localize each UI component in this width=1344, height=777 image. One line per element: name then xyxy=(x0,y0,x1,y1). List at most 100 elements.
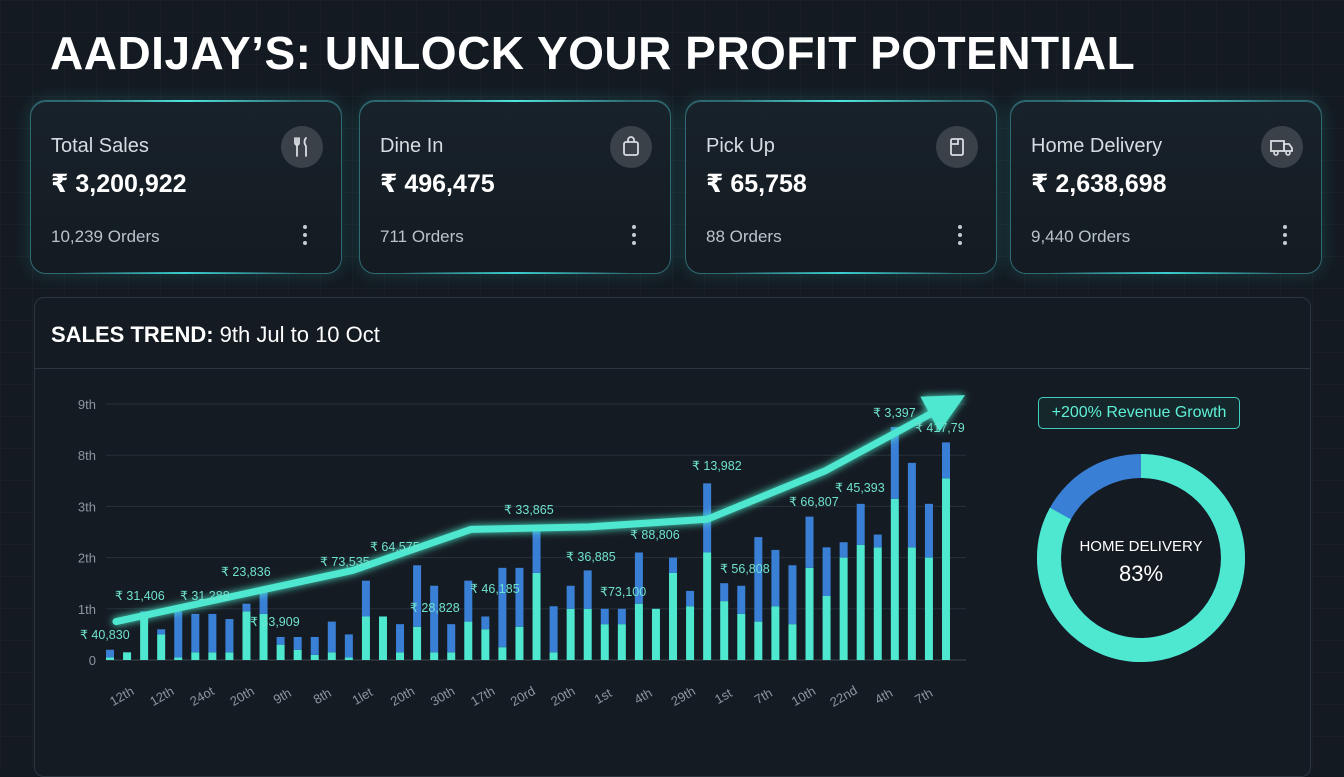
x-tick-label: 7th xyxy=(752,685,775,707)
sales-trend-title: SALES TREND: 9th Jul to 10 Oct xyxy=(51,322,380,348)
y-tick-label: 0 xyxy=(89,653,96,668)
bar-segment-primary xyxy=(549,652,558,660)
bar-segment-secondary xyxy=(720,583,729,602)
x-tick-label: 20th xyxy=(227,683,256,709)
bar-segment-primary xyxy=(788,624,797,660)
bar-segment-secondary xyxy=(890,427,899,499)
bar-segment-secondary xyxy=(839,542,848,558)
bar-segment-secondary xyxy=(413,565,422,627)
bar-segment-secondary xyxy=(532,526,541,573)
data-label: ₹ 66,807 xyxy=(789,495,839,509)
bar-segment-secondary xyxy=(873,534,882,548)
bar-segment-primary xyxy=(327,652,336,660)
bar-segment-primary xyxy=(123,652,132,660)
shopping-bag-icon xyxy=(610,126,652,168)
bar-segment-primary xyxy=(361,616,370,660)
bar-segment-secondary xyxy=(464,580,473,622)
bar-segment-secondary xyxy=(822,547,831,596)
donut-center-label: HOME DELIVERY xyxy=(1079,538,1203,555)
bar-segment-primary xyxy=(839,557,848,660)
y-tick-label: 9th xyxy=(78,397,96,412)
bar-segment-secondary xyxy=(686,590,695,607)
pick-up-card[interactable]: Pick Up ₹ 65,758 88 Orders xyxy=(685,100,997,274)
bar-segment-secondary xyxy=(396,624,405,653)
more-options-button[interactable] xyxy=(958,225,962,245)
page-title: AADIJAY’S: UNLOCK YOUR PROFIT POTENTIAL xyxy=(50,27,1136,79)
data-label: ₹73,100 xyxy=(600,585,646,599)
dine-in-card[interactable]: Dine In ₹ 496,475 711 Orders xyxy=(359,100,671,274)
bar-segment-primary xyxy=(259,613,268,660)
bar-segment-secondary xyxy=(225,619,234,653)
bar-segment-primary xyxy=(651,608,660,660)
card-value: ₹ 496,475 xyxy=(380,170,495,198)
bar-segment-secondary xyxy=(634,552,643,604)
bar-segment-secondary xyxy=(805,516,814,568)
card-label: Dine In xyxy=(380,135,444,157)
bar-segment-primary xyxy=(498,647,507,660)
bar-segment-primary xyxy=(583,608,592,660)
bar-segment-secondary xyxy=(907,462,916,548)
bar-segment-secondary xyxy=(157,629,166,635)
bar-segment-primary xyxy=(805,567,814,660)
bar-segment-secondary xyxy=(737,585,746,614)
bar-segment-primary xyxy=(208,652,217,660)
card-label: Home Delivery xyxy=(1031,135,1163,157)
bar-segment-primary xyxy=(924,557,933,660)
x-tick-label: 20rd xyxy=(508,683,538,709)
total-sales-card[interactable]: Total Sales ₹ 3,200,922 10,239 Orders xyxy=(30,100,342,274)
data-label: ₹ 56,808 xyxy=(720,562,770,576)
more-options-button[interactable] xyxy=(632,225,636,245)
bar-segment-primary xyxy=(737,613,746,660)
bar-segment-primary xyxy=(720,601,729,660)
bar-segment-primary xyxy=(703,552,712,660)
data-label: ₹ 46,185 xyxy=(470,582,520,596)
bar-segment-primary xyxy=(600,624,609,660)
bar-segment-secondary xyxy=(942,442,950,479)
bar-segment-primary xyxy=(873,547,882,660)
card-value: ₹ 3,200,922 xyxy=(51,170,187,198)
card-orders: 10,239 Orders xyxy=(51,227,160,246)
data-label: ₹ 33,909 xyxy=(250,615,300,629)
x-tick-label: 7th xyxy=(912,685,935,707)
bar-segment-secondary xyxy=(259,588,268,614)
bar-segment-secondary xyxy=(447,624,456,653)
home-delivery-card[interactable]: Home Delivery ₹ 2,638,698 9,440 Orders xyxy=(1010,100,1322,274)
card-label: Total Sales xyxy=(51,135,149,157)
bar-segment-primary xyxy=(293,649,302,660)
bar-segment-primary xyxy=(430,652,439,660)
card-orders: 9,440 Orders xyxy=(1031,227,1131,246)
bar-segment-primary xyxy=(276,644,285,660)
bar-segment-secondary xyxy=(242,603,251,612)
bar-segment-secondary xyxy=(344,634,353,658)
data-label: ₹ 88,806 xyxy=(630,528,680,542)
more-options-button[interactable] xyxy=(303,225,307,245)
bar-segment-primary xyxy=(532,572,541,660)
bar-segment-secondary xyxy=(566,585,575,609)
trend-title-range: 9th Jul to 10 Oct xyxy=(213,322,380,347)
panel-header: SALES TREND: 9th Jul to 10 Oct xyxy=(35,298,1310,369)
bar-segment-primary xyxy=(515,626,524,660)
bar-segment-primary xyxy=(413,626,422,660)
x-tick-label: 17th xyxy=(468,683,497,709)
bar-segment-secondary xyxy=(924,503,933,558)
bar-segment-secondary xyxy=(276,636,285,645)
x-tick-label: 12th xyxy=(107,683,136,709)
cutlery-icon xyxy=(281,126,323,168)
card-orders: 88 Orders xyxy=(706,227,782,246)
data-label: ₹ 23,836 xyxy=(221,565,271,579)
bar-segment-secondary xyxy=(515,567,524,627)
y-tick-label: 8th xyxy=(78,448,96,463)
bar-segment-secondary xyxy=(754,537,763,622)
card-orders: 711 Orders xyxy=(380,227,464,246)
more-options-button[interactable] xyxy=(1283,225,1287,245)
data-label: ₹ 28,828 xyxy=(410,601,460,615)
y-tick-label: 3th xyxy=(78,499,96,514)
data-label: ₹ 64,575 xyxy=(370,540,420,554)
x-tick-label: 24ot xyxy=(187,683,217,709)
bar-segment-secondary xyxy=(174,611,183,658)
bar-segment-secondary xyxy=(583,570,592,609)
x-tick-label: 4th xyxy=(631,685,654,707)
x-tick-label: 8th xyxy=(311,685,334,707)
data-label: ₹ 13,982 xyxy=(692,459,742,473)
